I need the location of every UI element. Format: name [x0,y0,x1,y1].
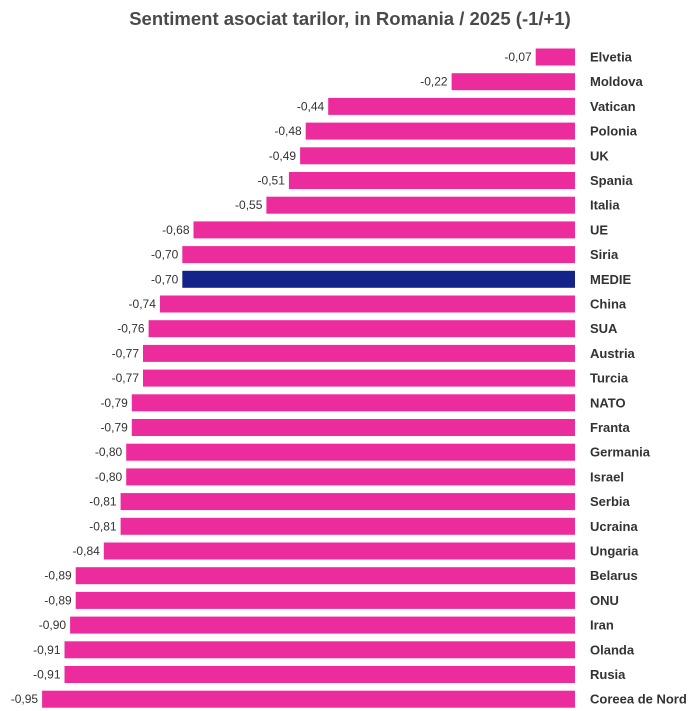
bar-iran [70,616,575,634]
value-label: -0,44 [297,99,325,113]
bar-italia [266,196,575,214]
category-label: Turcia [590,371,629,386]
bar-austria [143,344,575,362]
category-label: Serbia [590,494,631,509]
bar-ue [193,221,575,239]
value-label: -0,77 [112,371,140,385]
bar-coreea-de-nord [42,690,576,708]
value-label: -0,68 [162,223,190,237]
category-label: Franta [590,420,631,435]
bar-spania [288,172,575,189]
value-label: -0,70 [151,248,179,262]
value-label: -0,55 [235,198,263,212]
category-label: Spania [590,173,633,188]
bar-medie [182,270,576,288]
bar-israel [126,468,575,486]
value-label: -0,79 [100,396,128,410]
value-label: -0,89 [44,593,72,607]
chart-title: Sentiment asociat tarilor, in Romania / … [129,8,571,29]
value-label: -0,91 [33,643,61,657]
bar-china [159,295,575,313]
bar-onu [75,591,575,609]
category-label: Israel [590,469,624,484]
category-label: China [590,297,627,312]
category-label: Italia [590,198,620,213]
bar-ungaria [103,542,576,560]
category-label: UE [590,222,608,237]
value-label: -0,90 [39,618,67,632]
category-label: Ungaria [590,544,639,559]
category-label: Olanda [590,642,635,657]
value-label: -0,51 [258,174,286,188]
bar-sua [148,320,575,338]
value-label: -0,22 [420,75,448,89]
category-label: ONU [590,593,619,608]
bar-serbia [120,493,575,511]
value-label: -0,49 [269,149,297,163]
value-label: -0,81 [89,519,117,533]
category-label: Siria [590,247,619,262]
category-label: Belarus [590,568,638,583]
bar-moldova [451,73,575,91]
value-label: -0,79 [100,421,128,435]
bar-uk [300,147,575,165]
bar-siria [182,246,576,264]
bar-franta [131,419,576,436]
category-label: Moldova [590,74,643,89]
bar-vatican [328,97,575,115]
bar-turcia [143,369,575,387]
value-label: -0,80 [95,445,123,459]
value-label: -0,84 [72,544,100,558]
bar-germania [126,443,575,461]
category-label: UK [590,148,609,163]
bar-ucraina [120,517,575,535]
value-label: -0,70 [151,272,179,286]
category-label: Germania [590,445,651,460]
value-label: -0,80 [95,470,123,484]
category-label: MEDIE [590,272,632,287]
value-label: -0,91 [33,668,61,682]
bar-nato [131,394,576,412]
value-label: -0,81 [89,495,117,509]
category-label: Vatican [590,99,636,114]
bar-polonia [305,122,575,140]
value-label: -0,74 [129,297,157,311]
category-label: Coreea de Nord [590,692,687,707]
category-label: Polonia [590,124,638,139]
value-label: -0,48 [274,124,302,138]
bar-rusia [64,666,575,683]
category-label: NATO [590,395,626,410]
value-label: -0,89 [44,569,72,583]
category-label: SUA [590,321,618,336]
category-label: Austria [590,346,636,361]
bar-elvetia [535,48,575,66]
value-label: -0,77 [112,346,140,360]
category-label: Ucraina [590,519,638,534]
category-label: Rusia [590,667,626,682]
bar-olanda [64,641,575,659]
value-label: -0,76 [117,322,145,336]
category-label: Elvetia [590,50,633,65]
value-label: -0,95 [11,692,39,706]
bar-belarus [75,567,575,585]
category-label: Iran [590,618,614,633]
value-label: -0,07 [504,50,532,64]
